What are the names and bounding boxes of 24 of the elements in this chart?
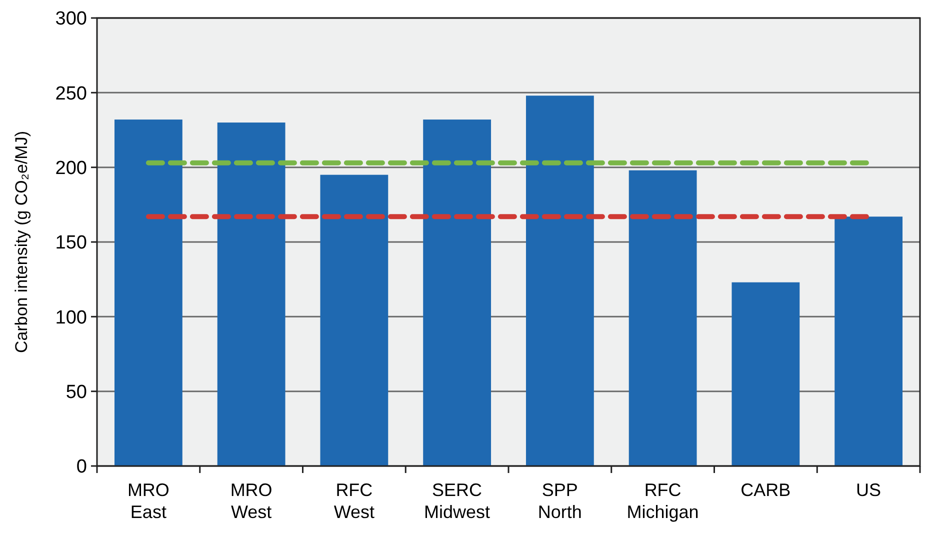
y-tick-label: 200 <box>55 158 87 179</box>
x-tick-label: RFC Michigan <box>626 480 699 522</box>
bar <box>423 120 492 466</box>
y-tick-label: 150 <box>55 232 87 254</box>
bar <box>732 282 800 466</box>
x-tick-label: CARB <box>740 480 791 500</box>
x-tick-label: SERC Midwest <box>424 480 490 522</box>
y-tick-label: 250 <box>55 83 87 104</box>
x-tick-label: RFC West <box>334 480 375 522</box>
y-tick-label: 300 <box>55 8 87 30</box>
x-tick-label: SPP North <box>538 480 582 522</box>
x-tick-label: US <box>856 480 882 500</box>
bar <box>217 122 286 466</box>
y-tick-label: 50 <box>66 382 87 403</box>
bar <box>628 170 697 466</box>
bar <box>526 96 594 466</box>
x-tick-label: MRO East <box>127 480 170 522</box>
y-tick-label: 100 <box>55 307 87 328</box>
bar <box>114 120 182 466</box>
bar <box>320 174 388 466</box>
y-axis-title: Carbon intensity (g CO₂e/MJ) <box>12 130 31 354</box>
bar <box>834 216 903 466</box>
y-tick-label: 0 <box>76 456 87 478</box>
x-tick-label: MRO West <box>230 480 272 522</box>
